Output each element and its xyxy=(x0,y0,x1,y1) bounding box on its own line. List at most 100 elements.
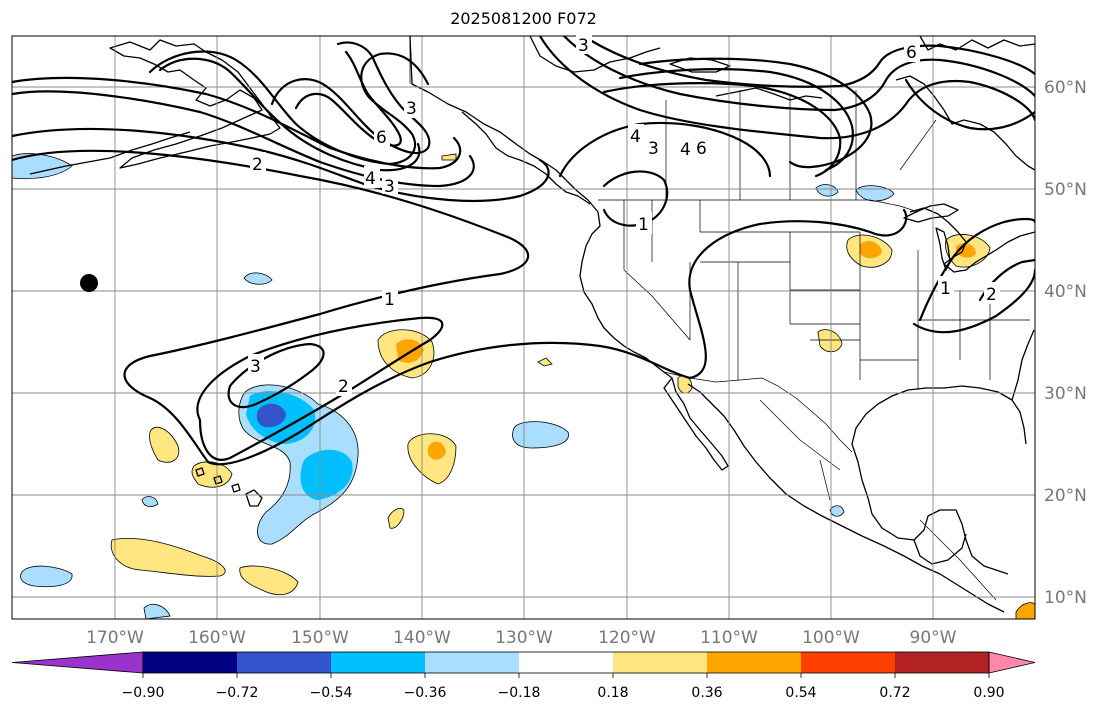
lake-superior xyxy=(903,203,959,223)
colorbar: −0.90 −0.72 −0.54 −0.36 −0.18 0.18 0.36 0.54 0.7… xyxy=(11,651,1036,701)
colorbar-segment xyxy=(613,652,708,673)
hawaii-maui xyxy=(231,483,241,493)
contour-label-2b: 2 xyxy=(338,377,349,397)
contour-8-alaska-loop xyxy=(294,50,402,147)
colorbar-segment xyxy=(143,652,238,673)
mexico-west-coast xyxy=(687,383,1005,613)
pos-blob-small-e xyxy=(441,153,457,161)
contour-label-2c: 2 xyxy=(986,285,997,305)
neg-blob-hawaii-e xyxy=(512,421,569,449)
colorbar-tick-label: 0.36 xyxy=(691,685,722,701)
neg-blob-mexico xyxy=(829,505,845,517)
arctic-coast-canada-2 xyxy=(715,87,823,101)
arctic-coast-canada xyxy=(529,36,661,73)
colorbar-segment xyxy=(895,652,990,673)
lon-label-90w: 90°W xyxy=(910,628,957,648)
lon-label-130w: 130°W xyxy=(495,628,553,648)
colorbar-segment xyxy=(237,652,332,673)
pos-blob-small-c xyxy=(387,508,405,529)
neg-blob-sw xyxy=(20,565,73,588)
hawaii-oahu xyxy=(213,475,223,485)
hawaii-kauai xyxy=(195,467,205,477)
contour-label-2a: 2 xyxy=(252,155,263,175)
canada-arctic xyxy=(919,36,1035,51)
lon-label-150w: 150°W xyxy=(291,628,349,648)
lon-label-160w: 160°W xyxy=(188,628,246,648)
lon-label-170w: 170°W xyxy=(86,628,144,648)
arctic-islands xyxy=(669,57,731,73)
contour-4-pac-nw xyxy=(558,121,772,178)
colorbar-tick-label: 0.18 xyxy=(597,685,628,701)
contour-canada-3 xyxy=(588,38,1035,88)
map-frame xyxy=(11,35,1036,620)
pos-blob-small-d xyxy=(537,357,553,367)
hudson-bay xyxy=(895,75,1035,171)
contour-canada-5 xyxy=(618,68,854,172)
colorbar-tick-label: −0.90 xyxy=(122,685,165,701)
neg-blob-canada-1 xyxy=(815,184,839,197)
lat-label-30n: 30°N xyxy=(1044,384,1087,404)
central-america-borders xyxy=(919,519,997,601)
pos-blob-sw-2 xyxy=(239,565,299,596)
political-borders xyxy=(409,36,1030,601)
colorbar-segment xyxy=(801,652,896,673)
colorbar-segment xyxy=(707,652,802,673)
lon-label-120w: 120°W xyxy=(598,628,656,648)
pos-blob-small-a xyxy=(149,426,180,463)
hawaii-big-island xyxy=(245,489,263,507)
lon-label-140w: 140°W xyxy=(393,628,451,648)
neg-blob-small-1 xyxy=(243,272,273,285)
contour-label-3b: 3 xyxy=(406,99,417,119)
contour-label-1c: 1 xyxy=(940,279,951,299)
contour-2-north xyxy=(12,127,550,203)
colorbar-tick-label: 0.72 xyxy=(879,685,910,701)
colorbar-segment xyxy=(331,652,426,673)
colorbar-segment xyxy=(425,652,520,673)
neg-blob-canada-2 xyxy=(855,185,895,202)
contour-bering xyxy=(158,57,421,172)
coastlines xyxy=(29,36,1035,613)
contour-2-greatlakes xyxy=(978,258,1035,302)
contour-label-3e: 3 xyxy=(250,357,261,377)
lat-label-60n: 60°N xyxy=(1044,78,1087,98)
longitude-labels: 170°W 160°W 150°W 140°W 130°W 120°W 110°… xyxy=(86,628,957,648)
negative-anomaly-areas xyxy=(12,153,895,619)
map-title: 2025081200 F072 xyxy=(450,9,597,28)
colorbar-tick-label: 0.90 xyxy=(973,685,1004,701)
mexico-states xyxy=(759,399,841,501)
contour-label-3c: 3 xyxy=(578,36,589,56)
contour-3-north xyxy=(12,90,475,188)
pos-blob-135w-core xyxy=(428,441,446,460)
contour-1-large xyxy=(12,149,908,466)
lat-label-10n: 10°N xyxy=(1044,588,1087,608)
colorbar-segment xyxy=(519,652,614,673)
colorbar-extend-high xyxy=(988,651,1036,674)
lon-label-110w: 110°W xyxy=(700,628,758,648)
lat-label-50n: 50°N xyxy=(1044,180,1087,200)
contour-label-6c: 6 xyxy=(906,43,917,63)
contour-label-6b: 6 xyxy=(696,139,707,159)
contour-4-north xyxy=(12,76,462,170)
lat-label-40n: 40°N xyxy=(1044,282,1087,302)
positive-anomaly-areas xyxy=(110,153,1035,619)
contour-label-1b: 1 xyxy=(384,290,395,310)
aleutian-islands xyxy=(29,131,191,175)
state-lines-west xyxy=(623,200,1030,390)
colorbar-tick-label: −0.54 xyxy=(310,685,353,701)
bc-coast xyxy=(461,111,591,205)
latitude-labels: 60°N 50°N 40°N 30°N 20°N 10°N xyxy=(1044,78,1087,608)
contour-1-east xyxy=(912,268,1035,334)
gridlines xyxy=(12,36,1035,619)
pos-blob-135w xyxy=(407,433,457,485)
pos-blob-sw-band xyxy=(110,538,226,577)
us-canada-border xyxy=(598,199,919,213)
contour-6-alaska-loop xyxy=(270,41,431,155)
lon-label-100w: 100°W xyxy=(802,628,860,648)
contour-1-pnw xyxy=(602,170,669,227)
lat-label-20n: 20°N xyxy=(1044,486,1087,506)
contour-label-1a: 1 xyxy=(638,215,649,235)
station-marker xyxy=(80,274,98,292)
contour-label-5: 4 xyxy=(680,140,691,160)
neg-blob-dark xyxy=(256,403,286,428)
